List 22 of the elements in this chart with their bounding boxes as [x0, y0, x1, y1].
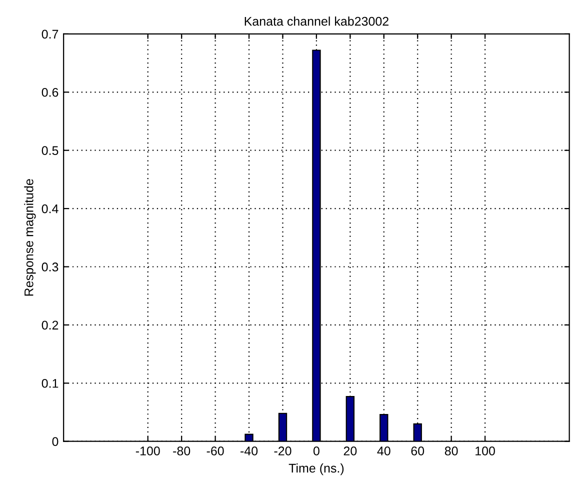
y-axis-title: Response magnitude [24, 179, 36, 296]
y-tick-label: 0.5 [42, 146, 58, 155]
x-tick-label: 100 [476, 446, 495, 456]
y-tick-label: 0.1 [42, 378, 58, 388]
x-axis-title: Time (ns.) [288, 463, 344, 476]
x-tick-label: 40 [377, 446, 390, 456]
y-tick-label: 0.6 [42, 88, 58, 97]
x-tick-label: 80 [444, 446, 458, 456]
x-tick-label: 60 [411, 446, 424, 456]
y-tick-label: 0 [52, 437, 58, 446]
y-tick-label: 0.3 [42, 262, 58, 272]
x-tick-label: 20 [344, 446, 357, 456]
x-tick-label: -60 [206, 446, 224, 456]
y-tick-label: 0.2 [42, 320, 58, 330]
x-tick-label: -40 [240, 446, 258, 456]
x-tick-label: -20 [274, 446, 292, 456]
x-tick-label: -100 [136, 446, 160, 456]
y-tick-label: 0.4 [42, 204, 58, 214]
x-tick-label: 0 [313, 446, 320, 456]
chart-title: Kanata channel kab23002 [244, 16, 388, 26]
y-tick-label: 0.7 [42, 30, 58, 39]
x-tick-label: -80 [173, 446, 190, 456]
